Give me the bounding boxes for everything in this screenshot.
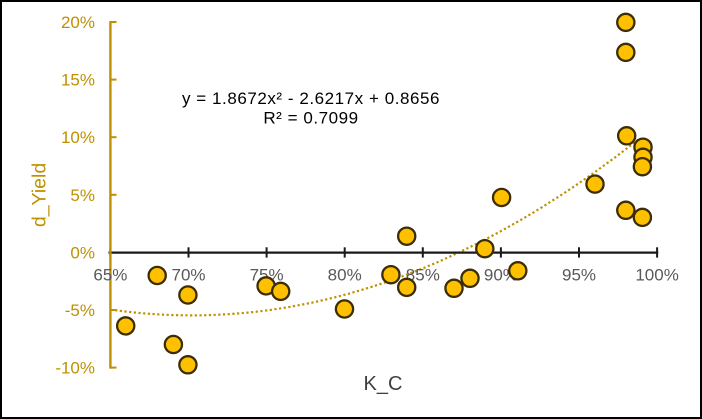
svg-text:K_C: K_C [364, 373, 403, 395]
svg-text:d_Yield: d_Yield [29, 163, 51, 227]
svg-text:80%: 80% [328, 266, 362, 285]
svg-text:100%: 100% [635, 266, 678, 285]
svg-text:15%: 15% [61, 71, 95, 90]
svg-text:85%: 85% [406, 266, 440, 285]
svg-text:-5%: -5% [65, 301, 95, 320]
svg-text:65%: 65% [93, 266, 127, 285]
svg-text:0%: 0% [70, 243, 95, 262]
svg-text:5%: 5% [70, 186, 95, 205]
svg-text:20%: 20% [61, 13, 95, 32]
svg-text:R² = 0.7099: R² = 0.7099 [263, 109, 358, 128]
svg-text:-10%: -10% [55, 359, 95, 378]
svg-text:10%: 10% [61, 128, 95, 147]
svg-text:95%: 95% [562, 266, 596, 285]
svg-text:70%: 70% [171, 266, 205, 285]
svg-text:y = 1.8672x² - 2.6217x + 0.865: y = 1.8672x² - 2.6217x + 0.8656 [182, 89, 440, 108]
svg-text:75%: 75% [250, 266, 284, 285]
